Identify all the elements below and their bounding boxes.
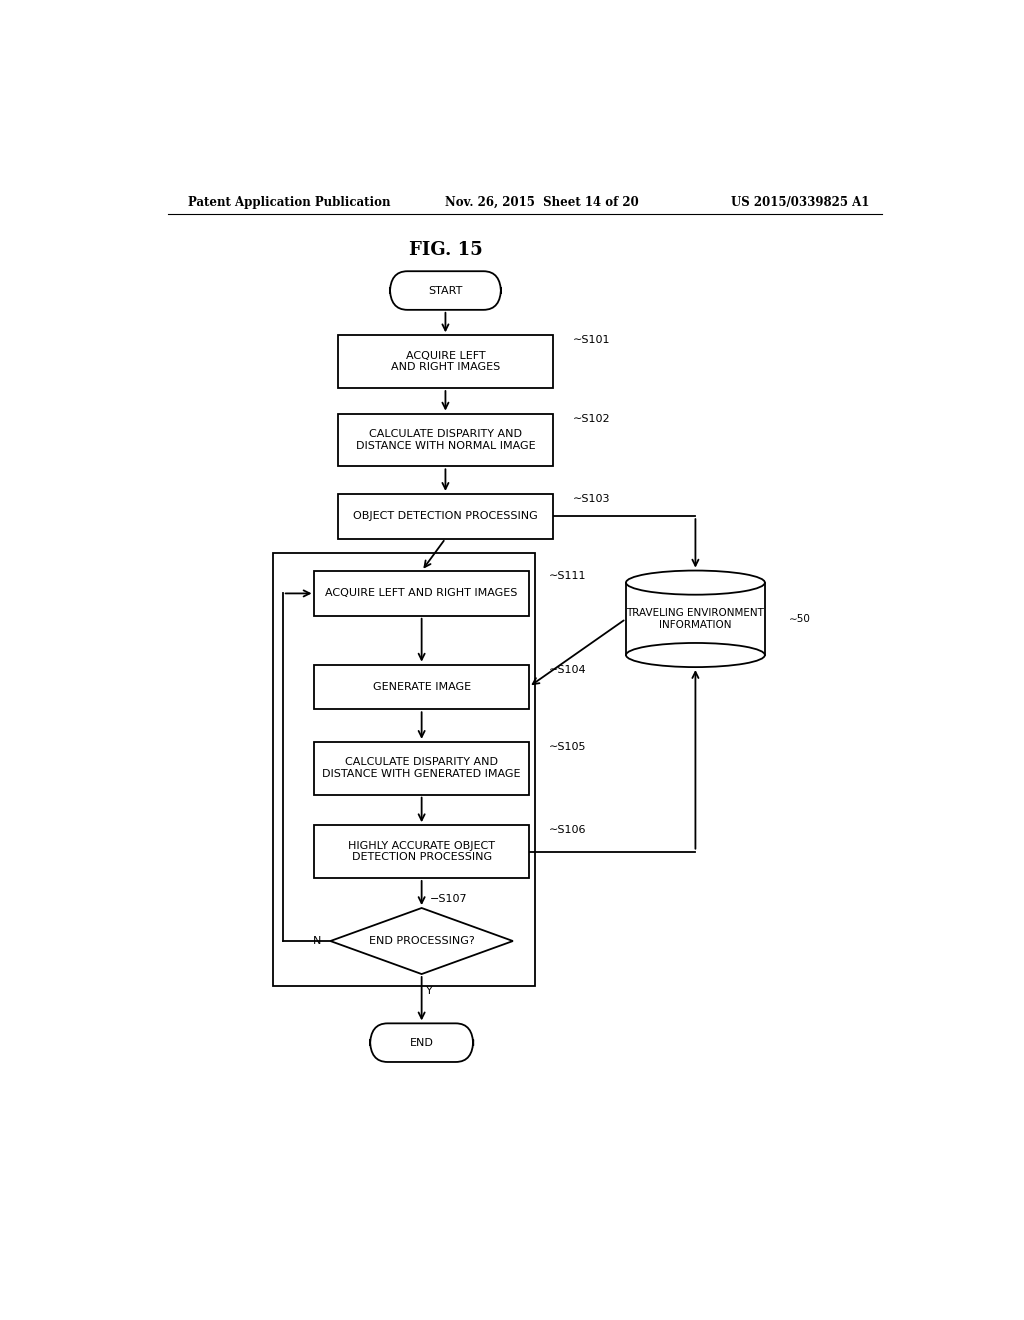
Text: TRAVELING ENVIRONMENT
INFORMATION: TRAVELING ENVIRONMENT INFORMATION <box>627 609 764 630</box>
Text: ACQUIRE LEFT
AND RIGHT IMAGES: ACQUIRE LEFT AND RIGHT IMAGES <box>391 351 500 372</box>
Text: US 2015/0339825 A1: US 2015/0339825 A1 <box>731 195 869 209</box>
Text: CALCULATE DISPARITY AND
DISTANCE WITH NORMAL IMAGE: CALCULATE DISPARITY AND DISTANCE WITH NO… <box>355 429 536 450</box>
FancyBboxPatch shape <box>370 1023 473 1063</box>
Text: Nov. 26, 2015  Sheet 14 of 20: Nov. 26, 2015 Sheet 14 of 20 <box>445 195 639 209</box>
Ellipse shape <box>626 570 765 595</box>
Text: ∼S102: ∼S102 <box>572 413 610 424</box>
Text: ∼S104: ∼S104 <box>549 664 586 675</box>
Text: OBJECT DETECTION PROCESSING: OBJECT DETECTION PROCESSING <box>353 511 538 521</box>
FancyBboxPatch shape <box>390 271 501 310</box>
Text: ACQUIRE LEFT AND RIGHT IMAGES: ACQUIRE LEFT AND RIGHT IMAGES <box>326 589 518 598</box>
Bar <box>626 595 765 655</box>
Text: ∼S101: ∼S101 <box>572 335 610 346</box>
Bar <box>314 825 528 878</box>
Text: Patent Application Publication: Patent Application Publication <box>187 195 390 209</box>
Bar <box>338 413 553 466</box>
Bar <box>314 664 528 709</box>
Polygon shape <box>331 908 513 974</box>
Text: CALCULATE DISPARITY AND
DISTANCE WITH GENERATED IMAGE: CALCULATE DISPARITY AND DISTANCE WITH GE… <box>323 758 521 779</box>
Bar <box>338 494 553 539</box>
Text: ∼S103: ∼S103 <box>572 494 610 504</box>
Text: END: END <box>410 1038 433 1048</box>
Text: ∼S105: ∼S105 <box>549 742 586 752</box>
Text: GENERATE IMAGE: GENERATE IMAGE <box>373 682 471 692</box>
Text: N: N <box>312 936 321 946</box>
Text: HIGHLY ACCURATE OBJECT
DETECTION PROCESSING: HIGHLY ACCURATE OBJECT DETECTION PROCESS… <box>348 841 496 862</box>
Text: ∼S111: ∼S111 <box>549 572 586 581</box>
Text: END PROCESSING?: END PROCESSING? <box>369 936 474 946</box>
Bar <box>314 572 528 616</box>
Text: START: START <box>428 285 463 296</box>
Text: ∼50: ∼50 <box>788 614 811 624</box>
Ellipse shape <box>626 643 765 667</box>
Bar <box>273 553 536 986</box>
Text: ∼S106: ∼S106 <box>549 825 586 836</box>
Text: FIG. 15: FIG. 15 <box>409 240 482 259</box>
Text: Y: Y <box>426 986 432 997</box>
Bar <box>314 742 528 795</box>
Bar <box>338 335 553 388</box>
Text: −S107: −S107 <box>430 894 467 904</box>
